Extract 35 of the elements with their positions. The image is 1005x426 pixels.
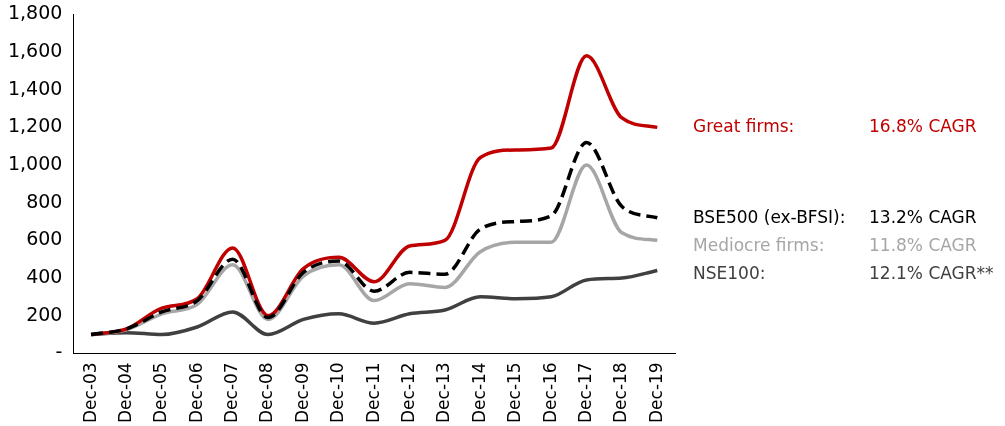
x-tick-label: Dec-17 <box>574 362 595 424</box>
text: BSE500 (ex-BFSI): <box>693 206 847 227</box>
x-tick-label: Dec-07 <box>221 362 242 424</box>
y-tick-label: 1,000 <box>7 151 63 174</box>
y-tick-label: 600 <box>26 227 63 250</box>
x-tick-label: Dec-15 <box>504 362 525 424</box>
y-tick-label: 1,400 <box>7 76 63 99</box>
x-tick-label: Dec-13 <box>433 362 454 424</box>
text: 12.1% CAGR** <box>869 262 994 283</box>
x-tick-label: Dec-05 <box>150 362 171 424</box>
x-tick-label: Dec-19 <box>645 362 666 424</box>
y-tick-label: 1,800 <box>7 1 63 24</box>
x-tick-label: Dec-18 <box>610 362 631 424</box>
text: Great firms: <box>693 116 796 137</box>
text: 16.8% CAGR <box>869 116 977 137</box>
y-tick-label: 200 <box>26 302 63 325</box>
text: Mediocre firms: <box>693 234 826 255</box>
y-tick-label: 400 <box>26 264 63 287</box>
x-tick-label: Dec-12 <box>398 362 419 424</box>
y-tick-label: 800 <box>26 189 63 212</box>
y-tick-label: 1,200 <box>7 114 63 137</box>
x-tick-label: Dec-04 <box>114 362 135 424</box>
x-tick-label: Dec-03 <box>79 362 100 424</box>
x-tick-label: Dec-16 <box>539 362 560 424</box>
x-tick-label: Dec-10 <box>327 362 348 424</box>
text: NSE100: <box>693 262 767 283</box>
x-tick-label: Dec-06 <box>185 362 206 424</box>
y-tick-label: - <box>55 340 63 363</box>
x-tick-label: Dec-11 <box>362 362 383 424</box>
x-tick-label: Dec-09 <box>291 362 312 424</box>
text: 11.8% CAGR <box>869 234 977 255</box>
x-tick-label: Dec-14 <box>468 362 489 424</box>
text: 13.2% CAGR <box>869 206 977 227</box>
y-tick-label: 1,600 <box>7 39 63 61</box>
x-tick-label: Dec-08 <box>256 362 277 424</box>
